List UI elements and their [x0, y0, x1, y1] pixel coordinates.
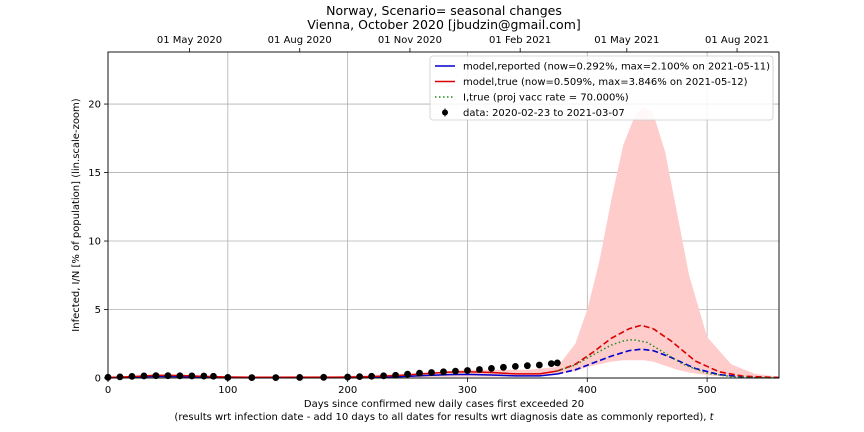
data-point — [392, 371, 399, 379]
series-line-vacc — [557, 338, 780, 379]
data-point — [416, 369, 423, 377]
data-point — [535, 361, 543, 369]
top-tick-label: 01 May 2021 — [594, 35, 659, 46]
top-tick-label: 01 Feb 2021 — [489, 35, 551, 46]
series-lines — [107, 324, 780, 379]
legend-label: model,true (now=0.509%, max=3.846% on 20… — [463, 77, 748, 88]
data-point — [210, 372, 217, 380]
y-tick-label: 10 — [88, 237, 101, 248]
data-point — [452, 367, 459, 375]
x-tick-label: 200 — [338, 385, 357, 396]
data-point — [152, 372, 160, 380]
data-point — [356, 373, 364, 381]
legend-label: data: 2020-02-23 to 2021-03-07 — [463, 108, 625, 119]
x-axis-note-text: (results wrt infection date - add 10 day… — [174, 412, 709, 423]
series-line-1-fit — [107, 370, 558, 379]
data-point — [547, 360, 555, 368]
legend-label: I,true (proj vacc rate = 70.000%) — [463, 93, 629, 104]
data-point — [344, 373, 352, 381]
x-axis-note: (results wrt infection date - add 10 day… — [174, 412, 714, 423]
x-tick-label: 400 — [578, 385, 597, 396]
plot-frame — [107, 51, 780, 379]
x-tick-label: 100 — [218, 385, 237, 396]
data-point — [428, 369, 435, 376]
y-tick-label: 15 — [88, 168, 101, 179]
data-point — [464, 367, 471, 374]
top-tick-label: 01 Aug 2021 — [705, 35, 769, 46]
data-point — [511, 362, 519, 370]
top-tick-label: 01 May 2020 — [157, 35, 222, 46]
data-point — [320, 373, 328, 381]
data-point — [116, 373, 124, 381]
x-axis-ticks: 0 100 200 300 400 500 — [105, 378, 717, 396]
data-point — [368, 372, 376, 380]
series-line-1-projection — [557, 324, 780, 379]
legend-box — [429, 55, 774, 121]
x-tick-label: 0 — [105, 385, 111, 396]
data-point — [128, 372, 136, 380]
y-axis-ticks: 0 5 10 15 20 — [88, 100, 108, 385]
y-tick-label: 0 — [95, 374, 101, 385]
y-axis-label: Infected, I/N [% of population] (lin.sca… — [71, 98, 82, 331]
y-tick-label: 20 — [88, 100, 101, 111]
data-point — [440, 368, 447, 376]
data-point — [380, 372, 387, 380]
top-date-axis: 01 May 2020 01 Aug 2020 01 Nov 2020 01 Feb … — [157, 35, 769, 52]
data-point — [500, 363, 507, 371]
chart-title: Norway, Scenario= seasonal changes — [326, 3, 562, 18]
uncertainty-band — [108, 106, 779, 379]
x-axis-label: Days since confirmed new daily cases fir… — [304, 399, 584, 410]
x-tick-label: 500 — [698, 385, 717, 396]
legend-label: model,reported (now=0.292%, max=2.100% o… — [463, 62, 770, 73]
data-point — [476, 366, 483, 373]
data-point — [176, 372, 184, 380]
data-point — [200, 372, 208, 380]
top-tick-label: 01 Nov 2020 — [378, 35, 442, 46]
x-axis-note-variable: t — [710, 412, 715, 423]
x-tick-label: 300 — [458, 385, 477, 396]
data-point — [224, 374, 232, 381]
chart-subtitle: Vienna, October 2020 [jbudzin@gmail.com] — [307, 17, 581, 32]
legend-marker — [442, 109, 448, 116]
data-point — [404, 370, 411, 378]
data-point — [523, 362, 531, 370]
data-point — [553, 359, 561, 367]
legend: model,reported (now=0.292%, max=2.100% o… — [429, 55, 774, 121]
data-point — [164, 372, 172, 380]
data-point — [488, 365, 495, 372]
confidence-band — [108, 106, 779, 379]
top-tick-label: 01 Aug 2020 — [268, 35, 332, 46]
y-tick-label: 5 — [95, 305, 101, 316]
data-point — [296, 374, 304, 381]
